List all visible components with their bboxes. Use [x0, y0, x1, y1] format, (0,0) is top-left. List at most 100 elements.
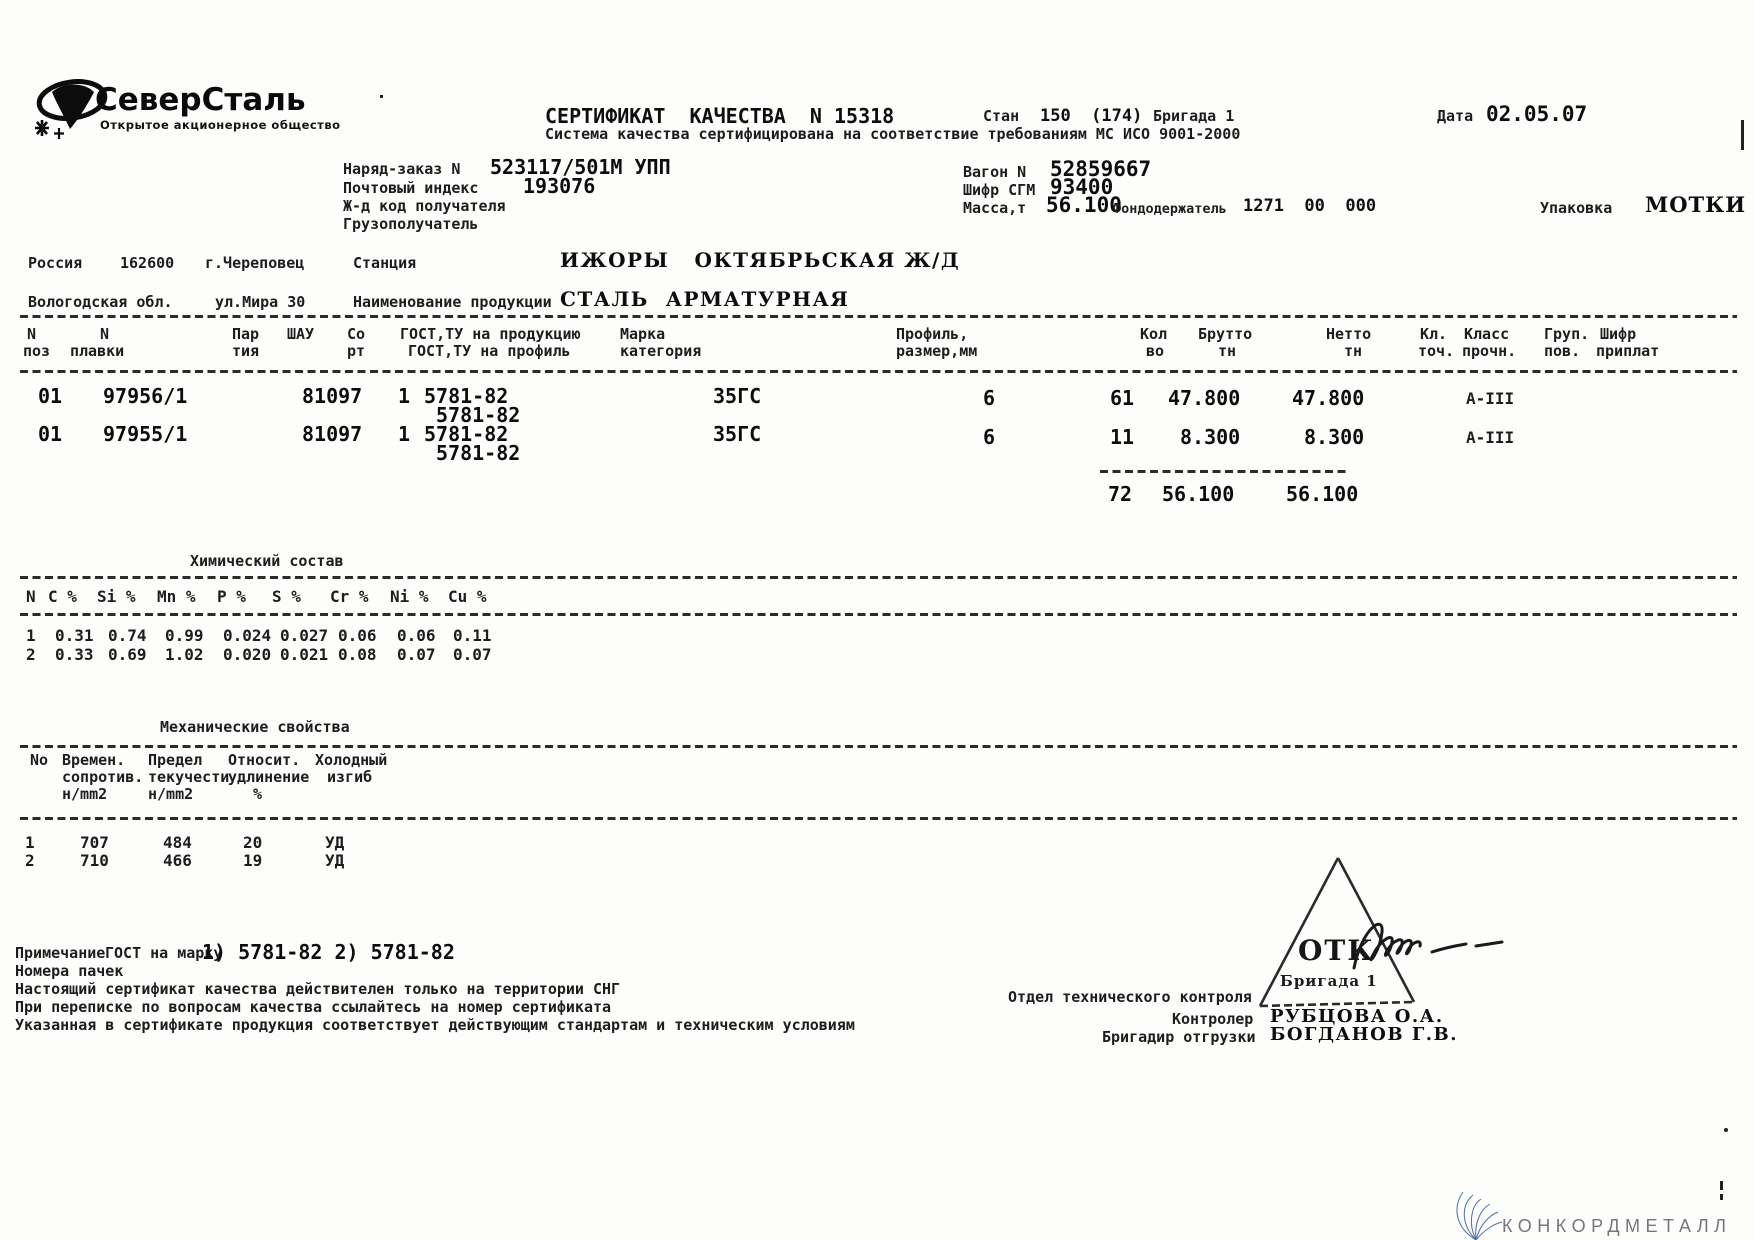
mech-cell: 707 [80, 833, 109, 852]
totals-dashed-rule [1100, 470, 1348, 473]
total-qty: 72 [1108, 482, 1133, 506]
chem-cell: 0.74 [108, 626, 147, 645]
mass-value: 56.100 [1046, 193, 1122, 217]
chem-cell: 0.08 [338, 645, 377, 664]
severstal-logo-icon [35, 79, 108, 139]
row-party: 81097 [302, 422, 363, 446]
code-value: 93400 [1050, 175, 1114, 199]
chem-cell: 0.06 [397, 626, 436, 645]
consignee-label: Грузополучатель [343, 215, 479, 233]
mech-h-bend-2: изгиб [327, 768, 373, 786]
row-pos: 01 [38, 422, 63, 446]
row-strength-class: А-III [1466, 428, 1515, 447]
col-melt-2: плавки [70, 342, 125, 360]
row-gost-profile: 5781-82 [436, 441, 521, 465]
holder-label: Фондодержатель [1113, 201, 1227, 217]
holder-value: 1271 00 000 [1243, 196, 1377, 216]
foreman-label: Бригадир отгрузки [1102, 1028, 1256, 1046]
row-gost-product: 5781-82 [424, 422, 509, 446]
mech-cell: УД [325, 833, 345, 852]
col-surface-2: пов. [1544, 342, 1581, 360]
product-label: Наименование продукции [353, 293, 552, 311]
chem-h-si: Si % [97, 587, 136, 606]
note-line: Номера пачек [15, 962, 124, 980]
mech-title: Механические свойства [160, 718, 350, 736]
chem-cell: 0.024 [223, 626, 272, 645]
col-party-1: Пар [232, 325, 260, 343]
col-gross-2: тн [1218, 342, 1237, 360]
mech-h-yield-2: текучести [148, 768, 230, 786]
mech-cell: 20 [243, 833, 263, 852]
mech-cell: 1 [25, 833, 35, 852]
chem-h-cu: Cu % [448, 587, 487, 606]
row-net: 47.800 [1292, 386, 1365, 410]
chem-h-ni: Ni % [390, 587, 429, 606]
row-melt: 97955/1 [103, 422, 188, 446]
signature-scribble [1352, 922, 1504, 970]
postcode-value: 193076 [523, 174, 596, 198]
dashed-rule [20, 613, 1737, 616]
scan-artifact-dot [1724, 1128, 1728, 1132]
col-profile-2: размер,мм [896, 342, 978, 360]
row-sort: 1 [398, 384, 411, 408]
mech-h-tensile-1: Времен. [62, 751, 126, 769]
row-party: 81097 [302, 384, 363, 408]
note-line: Настоящий сертификат качества действител… [15, 980, 621, 998]
col-net-2: тн [1344, 342, 1363, 360]
dashed-rule [20, 576, 1737, 579]
row-sort: 1 [398, 422, 411, 446]
scan-artifact-dash [1720, 1181, 1723, 1190]
row-grade: 35ГС [713, 422, 762, 446]
col-qty-1: Кол [1140, 325, 1168, 343]
dashed-rule [20, 370, 1737, 373]
wagon-value: 52859667 [1050, 157, 1152, 181]
chem-cell: 2 [26, 645, 36, 664]
region: Вологодская обл. [28, 293, 173, 311]
dashed-rule [20, 745, 1737, 748]
chem-h-c: C % [48, 587, 77, 606]
chem-cell: 0.07 [397, 645, 436, 664]
mech-cell: 484 [163, 833, 192, 852]
chem-cell: 0.020 [223, 645, 272, 664]
stamp-brigade: Бригада 1 [1280, 972, 1378, 990]
note-gost-label: ГОСТ на марку [105, 944, 223, 962]
note-line: Указанная в сертификате продукция соотве… [15, 1016, 855, 1034]
mech-h-yield-3: н/mm2 [148, 785, 194, 803]
scan-artifact-dash [1720, 1194, 1723, 1200]
mech-cell: 19 [243, 851, 263, 870]
col-gost-1: ГОСТ,ТУ на продукцию [400, 325, 581, 343]
chem-cell: 0.31 [55, 626, 94, 645]
row-profile: 6 [983, 425, 996, 449]
col-strength-2: прочн. [1462, 342, 1517, 360]
certificate-title: СЕРТИФИКАТ КАЧЕСТВА N 15318 [545, 104, 895, 128]
chem-cell: 0.33 [55, 645, 94, 664]
mech-h-tensile-2: сопротив. [62, 768, 144, 786]
chem-cell: 0.021 [280, 645, 329, 664]
postal-index: 162600 [120, 254, 175, 272]
row-melt: 97956/1 [103, 384, 188, 408]
company-subtitle: Открытое акционерное общество [100, 118, 341, 132]
col-profile-1: Профиль, [896, 325, 969, 343]
col-acc-2: точ. [1418, 342, 1455, 360]
mech-cell: УД [325, 851, 345, 870]
chem-cell: 0.99 [165, 626, 204, 645]
wagon-label: Вагон N [963, 163, 1027, 181]
chem-h-cr: Cr % [330, 587, 369, 606]
mech-h-yield-1: Предел [148, 751, 203, 769]
controller-name: РУБЦОВА О.А. [1270, 1006, 1444, 1027]
total-gross: 56.100 [1162, 482, 1235, 506]
otk-stamp-triangle [1258, 857, 1416, 1008]
dashed-rule [20, 817, 1737, 820]
brand-name: КОНКОРДМЕТАЛЛ [1502, 1216, 1732, 1236]
chem-cell: 1 [26, 626, 36, 645]
mech-h-bend-1: Холодный [315, 751, 388, 769]
col-melt-1: N [100, 325, 110, 343]
col-pos-1: N [27, 325, 37, 343]
station-value: ИЖОРЫ ОКТЯБРЬСКАЯ Ж/Д [560, 248, 961, 272]
brigade-value: Бригада 1 [1153, 107, 1235, 125]
street: ул.Мира 30 [215, 293, 306, 311]
col-surface-1: Груп. [1544, 325, 1590, 343]
chem-cell: 0.06 [338, 626, 377, 645]
station-label: Станция [353, 254, 417, 272]
chem-title: Химический состав [190, 552, 344, 570]
